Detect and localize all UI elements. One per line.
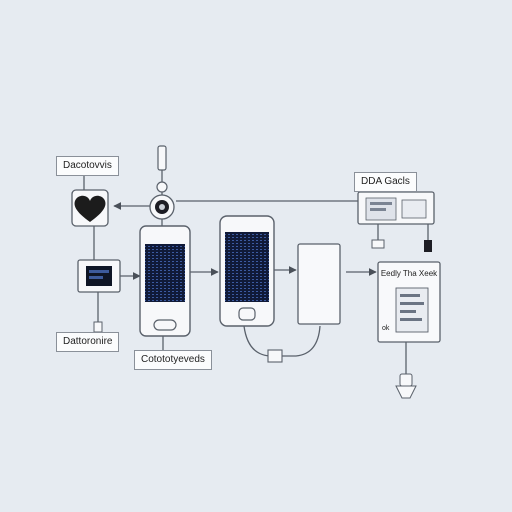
phone-screen [225, 232, 269, 302]
blank-device-box [297, 243, 341, 325]
smartphone-device [219, 215, 275, 327]
bottom-cable-connector [267, 349, 283, 363]
tablet-home-button [153, 319, 177, 331]
label-bottom-center: Cotototyeveds [134, 350, 212, 370]
monitor-cable-plug [93, 321, 103, 333]
bottom-cable [243, 325, 321, 357]
tablet-device [139, 225, 191, 337]
heart-monitor-device [71, 189, 109, 227]
label-top-right: DDA Gacls [354, 172, 417, 192]
right-panel-device: ok Eedly Tha Xeek [377, 261, 441, 343]
phone-home-button [238, 307, 256, 321]
small-monitor-device [77, 259, 121, 293]
tablet-screen [145, 244, 185, 302]
sensor-probe [149, 145, 175, 220]
right-panel-title: Eedly Tha Xeek [381, 269, 438, 278]
label-top-left: Dacotovvis [56, 156, 119, 176]
label-bottom-left: Dattoronire [56, 332, 120, 352]
heart-icon [74, 195, 106, 222]
right-panel-small-label: ok [382, 325, 390, 332]
top-right-device [357, 191, 435, 252]
bottom-probe [395, 373, 417, 399]
